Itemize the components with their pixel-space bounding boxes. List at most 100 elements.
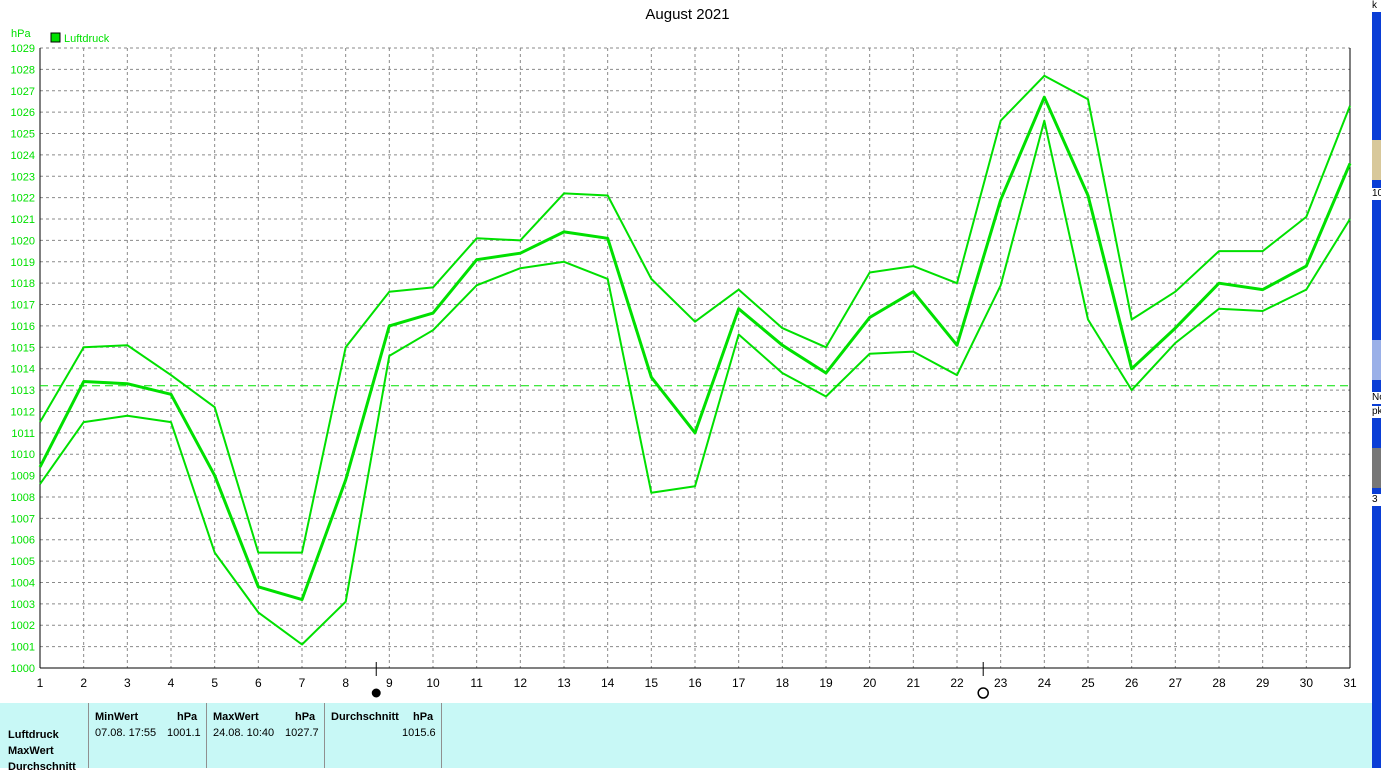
pressure-chart: 1000 1001 1002 1003 1004 1005 1006 1007 1008 1009… (11, 28, 1357, 699)
edge-fragment: pk (1372, 406, 1381, 418)
y-tick-label: 1017 (11, 300, 35, 312)
y-tick-labels: 1000 1001 1002 1003 1004 1005 1006 1007 1008 1009… (11, 28, 35, 675)
x-tick-label: 22 (950, 676, 964, 690)
y-tick-label: 1008 (11, 492, 35, 504)
chart-axes (39, 48, 1351, 669)
y-tick-label: 1021 (11, 214, 35, 226)
chart-grid (39, 47, 1351, 669)
x-tick-label: 3 (124, 676, 131, 690)
y-tick-label: 1005 (11, 556, 35, 568)
series-line-max (39, 74, 1351, 554)
y-tick-label: 1004 (11, 577, 35, 589)
x-tick-label: 9 (386, 676, 393, 690)
chart-legend: Luftdruck (50, 32, 110, 45)
row-label-luftdruck: Luftdruck (8, 729, 59, 741)
x-tick-label: 7 (299, 676, 306, 690)
series-line-mean (38, 95, 1352, 602)
maxwert-unit: hPa (295, 711, 316, 723)
edge-fragment: k (1372, 0, 1381, 12)
y-tick-label: 1029 (11, 43, 35, 55)
x-tick-label: 12 (514, 676, 528, 690)
x-tick-label: 16 (688, 676, 702, 690)
x-tick-label: 20 (863, 676, 877, 690)
x-tick-label: 27 (1169, 676, 1183, 690)
legend-label: Luftdruck (64, 33, 110, 45)
maxwert-value: 1027.7 (285, 727, 319, 739)
x-tick-label: 2 (80, 676, 87, 690)
y-tick-label: 1027 (11, 86, 35, 98)
edge-fragment: Nc (1372, 392, 1381, 404)
y-tick-label: 1018 (11, 278, 35, 290)
x-tick-label: 23 (994, 676, 1008, 690)
edge-thumbnail (1372, 140, 1381, 180)
x-tick-label: 24 (1038, 676, 1052, 690)
x-tick-label: 13 (557, 676, 571, 690)
maxwert-time: 24.08. 10:40 (213, 727, 275, 739)
series-lines (38, 74, 1352, 646)
adjacent-window-edge: k 10 Nc pk 3 (1372, 0, 1381, 768)
durchschnitt-header: Durchschnitt (331, 711, 399, 723)
y-tick-label: 1010 (11, 449, 35, 461)
x-tick-label: 21 (907, 676, 921, 690)
minwert-header: MinWert (95, 711, 139, 723)
durchschnitt-column: Durchschnitt hPa 1015.6 (324, 703, 441, 768)
y-tick-label: 1011 (11, 428, 35, 440)
maxwert-header: MaxWert (213, 711, 259, 723)
minwert-unit: hPa (177, 711, 198, 723)
x-tick-label: 15 (645, 676, 659, 690)
y-tick-label: 1026 (11, 107, 35, 119)
y-tick-label: 1023 (11, 171, 35, 183)
x-tick-label: 31 (1343, 676, 1357, 690)
edge-thumbnail (1372, 340, 1381, 380)
edge-thumbnail (1372, 448, 1381, 488)
durchschnitt-unit: hPa (413, 711, 434, 723)
minwert-time: 07.08. 17:55 (95, 727, 157, 739)
x-tick-labels: 1 2 3 4 5 6 7 8 9 10 11 12 13 14 15 16 17 18 19 20 21 22 23 24 2… (37, 676, 1357, 690)
x-tick-label: 10 (426, 676, 440, 690)
column-divider (441, 703, 442, 768)
y-tick-label: 1002 (11, 620, 35, 632)
x-tick-label: 29 (1256, 676, 1270, 690)
y-tick-label: 1003 (11, 599, 35, 611)
x-tick-label: 14 (601, 676, 615, 690)
moon-phase-marks (371, 662, 989, 699)
y-tick-label: 1001 (11, 642, 35, 654)
edge-fragment: 10 (1372, 188, 1381, 200)
y-tick-label: 1025 (11, 129, 35, 141)
x-tick-label: 6 (255, 676, 262, 690)
maxwert-column: MaxWert hPa 24.08. 10:40 1027.7 (206, 703, 324, 768)
y-tick-label: 1007 (11, 513, 35, 525)
x-tick-label: 26 (1125, 676, 1139, 690)
y-tick-label: 1020 (11, 235, 35, 247)
minwert-value: 1001.1 (167, 727, 201, 739)
edge-fragment: 3 (1372, 494, 1381, 506)
statistics-panel: Luftdruck MaxWert Durchschnitt MinWert h… (0, 703, 1372, 773)
y-tick-label: 1016 (11, 321, 35, 333)
series-line-min (39, 119, 1351, 646)
durchschnitt-value: 1015.6 (402, 727, 436, 739)
y-tick-label: 1009 (11, 471, 35, 483)
y-tick-label: 1012 (11, 406, 35, 418)
full-moon-icon (977, 687, 989, 699)
x-tick-label: 30 (1300, 676, 1314, 690)
y-tick-label: 1024 (11, 150, 35, 162)
x-tick-label: 25 (1081, 676, 1095, 690)
x-tick-label: 5 (211, 676, 218, 690)
y-tick-label: 1000 (11, 663, 35, 675)
legend-swatch (50, 32, 61, 43)
y-tick-label: 1006 (11, 535, 35, 547)
x-tick-label: 11 (470, 676, 483, 690)
y-tick-label: 1014 (11, 364, 35, 376)
y-axis-unit: hPa (11, 28, 31, 40)
x-tick-label: 19 (819, 676, 833, 690)
new-moon-icon (371, 688, 381, 698)
x-tick-label: 1 (37, 676, 44, 690)
y-tick-label: 1015 (11, 342, 35, 354)
chart-title: August 2021 (645, 6, 730, 23)
x-tick-label: 28 (1212, 676, 1226, 690)
y-tick-label: 1013 (11, 385, 35, 397)
minwert-column: MinWert hPa 07.08. 17:55 1001.1 (88, 703, 206, 768)
x-tick-label: 4 (168, 676, 175, 690)
row-label-durchschnitt: Durchschnitt (8, 761, 76, 773)
x-tick-label: 8 (342, 676, 349, 690)
